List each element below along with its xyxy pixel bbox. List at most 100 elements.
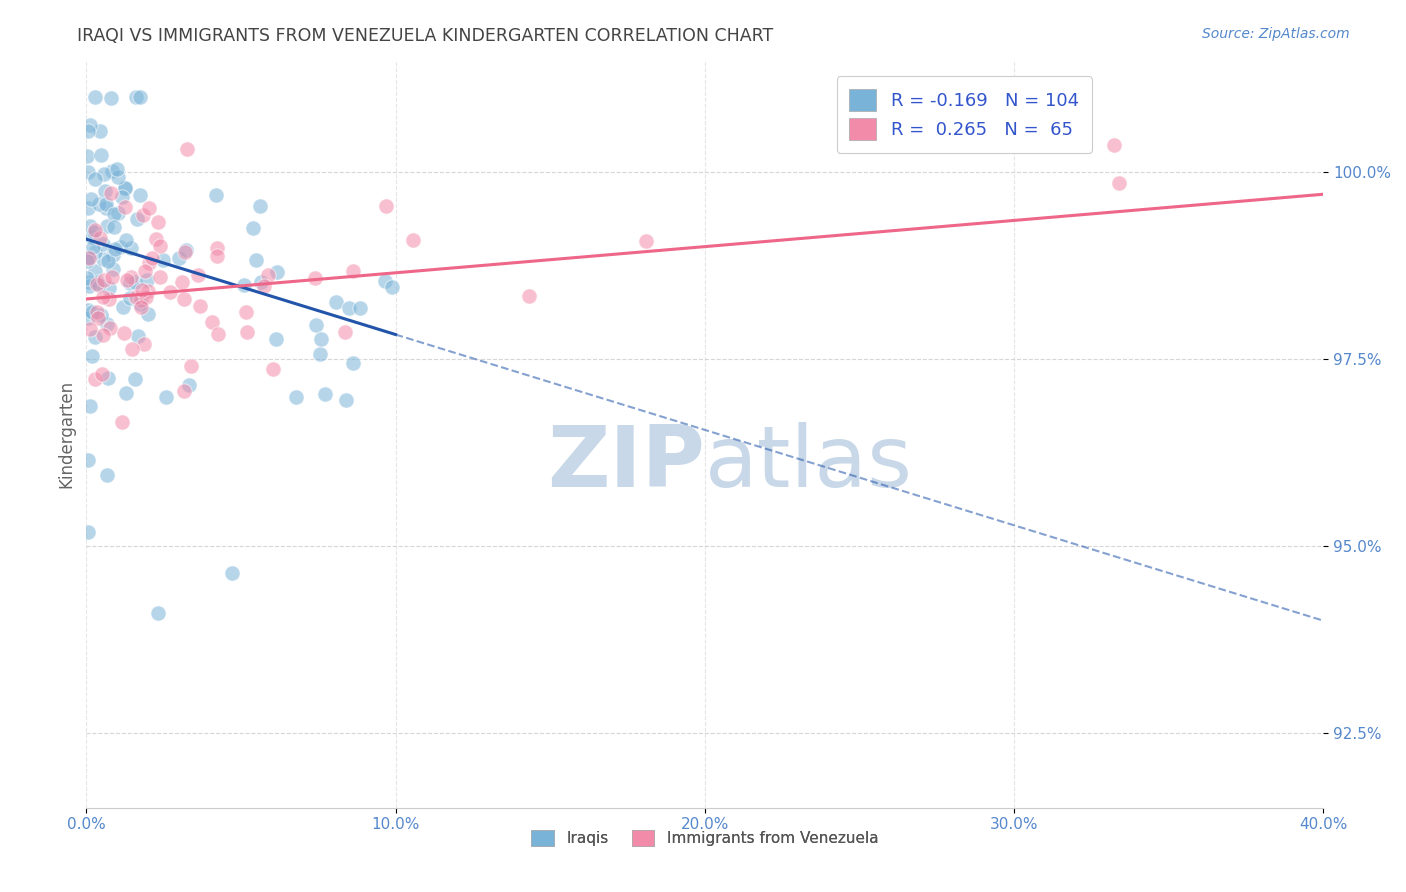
Point xyxy=(176,142,198,156)
Text: atlas: atlas xyxy=(704,422,912,505)
Point xyxy=(120,241,142,255)
Point xyxy=(112,326,135,340)
Point xyxy=(129,293,152,307)
Point xyxy=(141,251,163,265)
Point xyxy=(108,240,131,254)
Point xyxy=(1102,137,1125,152)
Point xyxy=(103,220,125,235)
Point xyxy=(124,275,146,289)
Point xyxy=(83,90,105,104)
Point xyxy=(138,256,160,270)
Point xyxy=(114,181,136,195)
Point xyxy=(253,278,276,293)
Point xyxy=(401,233,423,247)
Point xyxy=(93,167,115,181)
Point xyxy=(135,273,157,287)
Point xyxy=(245,252,267,267)
Point xyxy=(114,200,136,214)
Legend: Iraqis, Immigrants from Venezuela: Iraqis, Immigrants from Venezuela xyxy=(524,824,884,853)
Point xyxy=(127,329,149,343)
Point xyxy=(349,301,371,316)
Point xyxy=(201,315,224,329)
Point xyxy=(188,299,211,313)
Point xyxy=(187,268,209,282)
Point xyxy=(82,240,104,254)
Point xyxy=(97,254,120,268)
Point xyxy=(373,274,395,288)
Point xyxy=(114,233,136,247)
Point xyxy=(90,148,112,162)
Point xyxy=(152,252,174,267)
Point xyxy=(94,197,117,211)
Point xyxy=(381,280,404,294)
Point xyxy=(131,208,153,222)
Y-axis label: Kindergarten: Kindergarten xyxy=(58,380,75,488)
Point xyxy=(172,276,194,290)
Point xyxy=(112,300,135,314)
Point xyxy=(77,524,100,539)
Point xyxy=(134,263,156,277)
Point xyxy=(129,300,152,314)
Point xyxy=(83,225,105,239)
Point xyxy=(111,415,134,429)
Point xyxy=(174,245,197,260)
Point xyxy=(1108,176,1130,190)
Point xyxy=(96,317,118,331)
Point xyxy=(100,186,122,200)
Point xyxy=(129,90,152,104)
Point xyxy=(124,90,146,104)
Point xyxy=(314,387,336,401)
Point xyxy=(114,385,136,400)
Point xyxy=(76,271,98,285)
Point xyxy=(98,321,121,335)
Point xyxy=(132,337,155,351)
Point xyxy=(94,201,117,215)
Point xyxy=(118,291,141,305)
Point xyxy=(84,263,107,277)
Point xyxy=(207,241,229,255)
Point xyxy=(284,390,307,404)
Point xyxy=(342,356,364,370)
Point xyxy=(79,118,101,132)
Point xyxy=(136,284,159,298)
Point xyxy=(83,372,105,386)
Point xyxy=(97,371,120,385)
Point xyxy=(266,264,288,278)
Point xyxy=(98,292,121,306)
Point xyxy=(308,346,330,360)
Point xyxy=(128,293,150,307)
Point xyxy=(149,238,172,252)
Point xyxy=(79,192,101,206)
Point xyxy=(80,230,103,244)
Point xyxy=(86,305,108,319)
Point xyxy=(87,197,110,211)
Point xyxy=(374,199,396,213)
Point xyxy=(89,124,111,138)
Point xyxy=(155,390,177,404)
Point xyxy=(257,268,280,282)
Point xyxy=(91,252,114,267)
Point xyxy=(97,281,120,295)
Point xyxy=(325,294,347,309)
Text: ZIP: ZIP xyxy=(547,422,704,505)
Point xyxy=(204,188,226,202)
Point xyxy=(77,124,100,138)
Point xyxy=(90,368,112,382)
Point xyxy=(89,231,111,245)
Point xyxy=(101,261,124,276)
Point xyxy=(86,277,108,291)
Point xyxy=(242,220,264,235)
Point xyxy=(235,325,257,339)
Point xyxy=(79,251,101,265)
Point xyxy=(138,202,160,216)
Point xyxy=(180,359,202,374)
Point xyxy=(107,162,129,177)
Point xyxy=(91,237,114,252)
Point xyxy=(173,292,195,306)
Point xyxy=(103,207,125,221)
Point xyxy=(145,232,167,246)
Point xyxy=(83,329,105,343)
Point xyxy=(309,332,332,346)
Point xyxy=(91,289,114,303)
Point xyxy=(101,164,124,178)
